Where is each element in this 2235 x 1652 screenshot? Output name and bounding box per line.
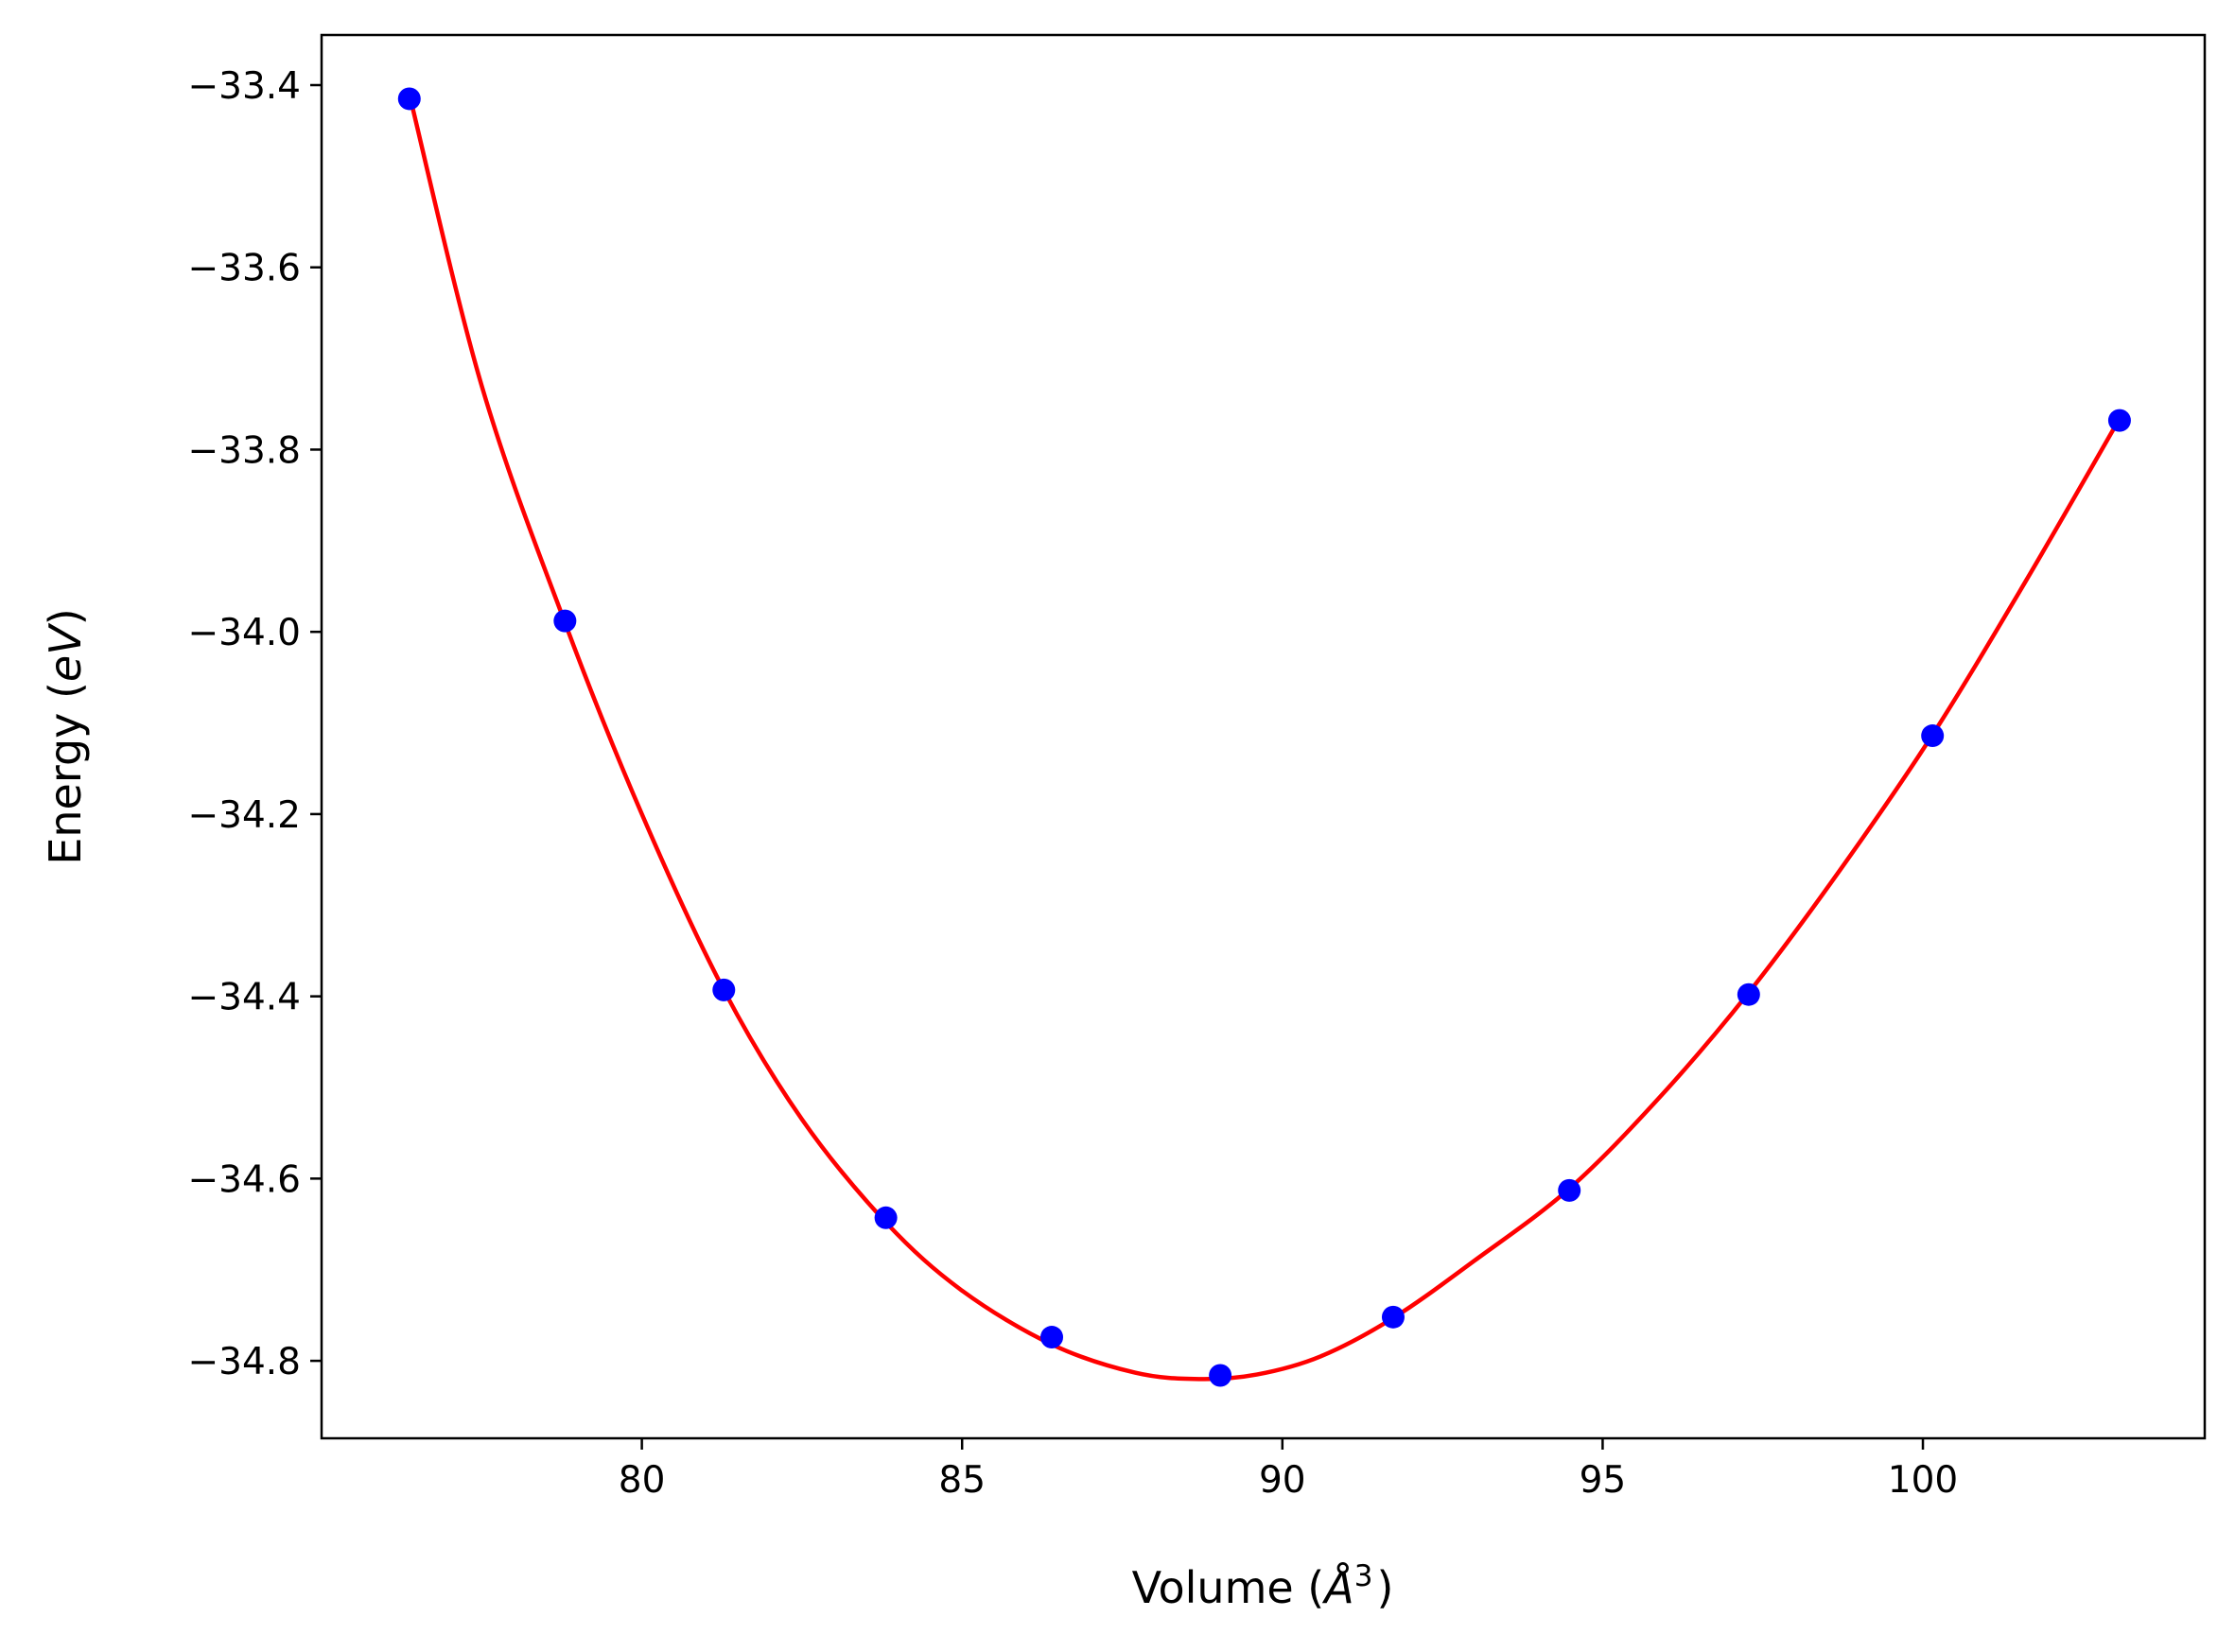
y-tick-label: −34.6: [187, 1158, 301, 1201]
plot-area: [322, 35, 2205, 1438]
y-axis-label: Energy (eV): [40, 608, 91, 864]
data-point: [553, 609, 577, 633]
data-point: [1921, 724, 1945, 748]
y-axis-ticks: −33.4 −33.6 −33.8 −34.0 −34.2 −34.4 −34.6 −34.8: [187, 65, 322, 1383]
y-axis-label-suffix: ): [40, 608, 91, 625]
data-point: [1737, 983, 1760, 1006]
x-tick-label: 80: [619, 1459, 666, 1502]
data-points-layer: [397, 87, 2131, 1387]
x-axis-label-prefix: Volume (: [1132, 1562, 1325, 1613]
y-axis-label-unit: eV: [40, 622, 91, 682]
x-tick-label: 100: [1888, 1459, 1958, 1502]
y-tick-label: −34.8: [187, 1341, 301, 1383]
plot-frame: [320, 33, 2207, 1440]
data-point: [1558, 1178, 1581, 1202]
x-axis-ticks: 80 85 90 95 100: [619, 1438, 1958, 1502]
fit-layer: [407, 92, 2122, 1382]
x-axis-label-superscript: 3: [1354, 1559, 1373, 1593]
y-tick-label: −34.0: [187, 612, 301, 654]
data-point: [1381, 1305, 1405, 1329]
y-axis-label-prefix: Energy (: [40, 682, 91, 865]
data-point: [1209, 1364, 1232, 1387]
data-point: [1040, 1326, 1064, 1349]
fit-curve-line: [407, 92, 2122, 1382]
data-point: [2107, 409, 2131, 432]
data-point: [397, 87, 421, 111]
data-point: [874, 1206, 898, 1229]
data-point: [712, 978, 736, 1001]
y-tick-label: −33.6: [187, 248, 301, 290]
y-tick-label: −33.8: [187, 429, 301, 472]
x-axis-label: Volume (Å3): [1132, 1559, 1394, 1613]
y-tick-label: −34.2: [187, 794, 301, 837]
x-tick-label: 85: [938, 1459, 986, 1502]
x-tick-label: 90: [1259, 1459, 1306, 1502]
x-tick-label: 95: [1580, 1459, 1627, 1502]
y-tick-label: −33.4: [187, 65, 301, 108]
x-axis-label-suffix: ): [1376, 1562, 1393, 1613]
x-axis-label-symbol: Å: [1321, 1562, 1353, 1613]
y-tick-label: −34.4: [187, 977, 301, 1019]
